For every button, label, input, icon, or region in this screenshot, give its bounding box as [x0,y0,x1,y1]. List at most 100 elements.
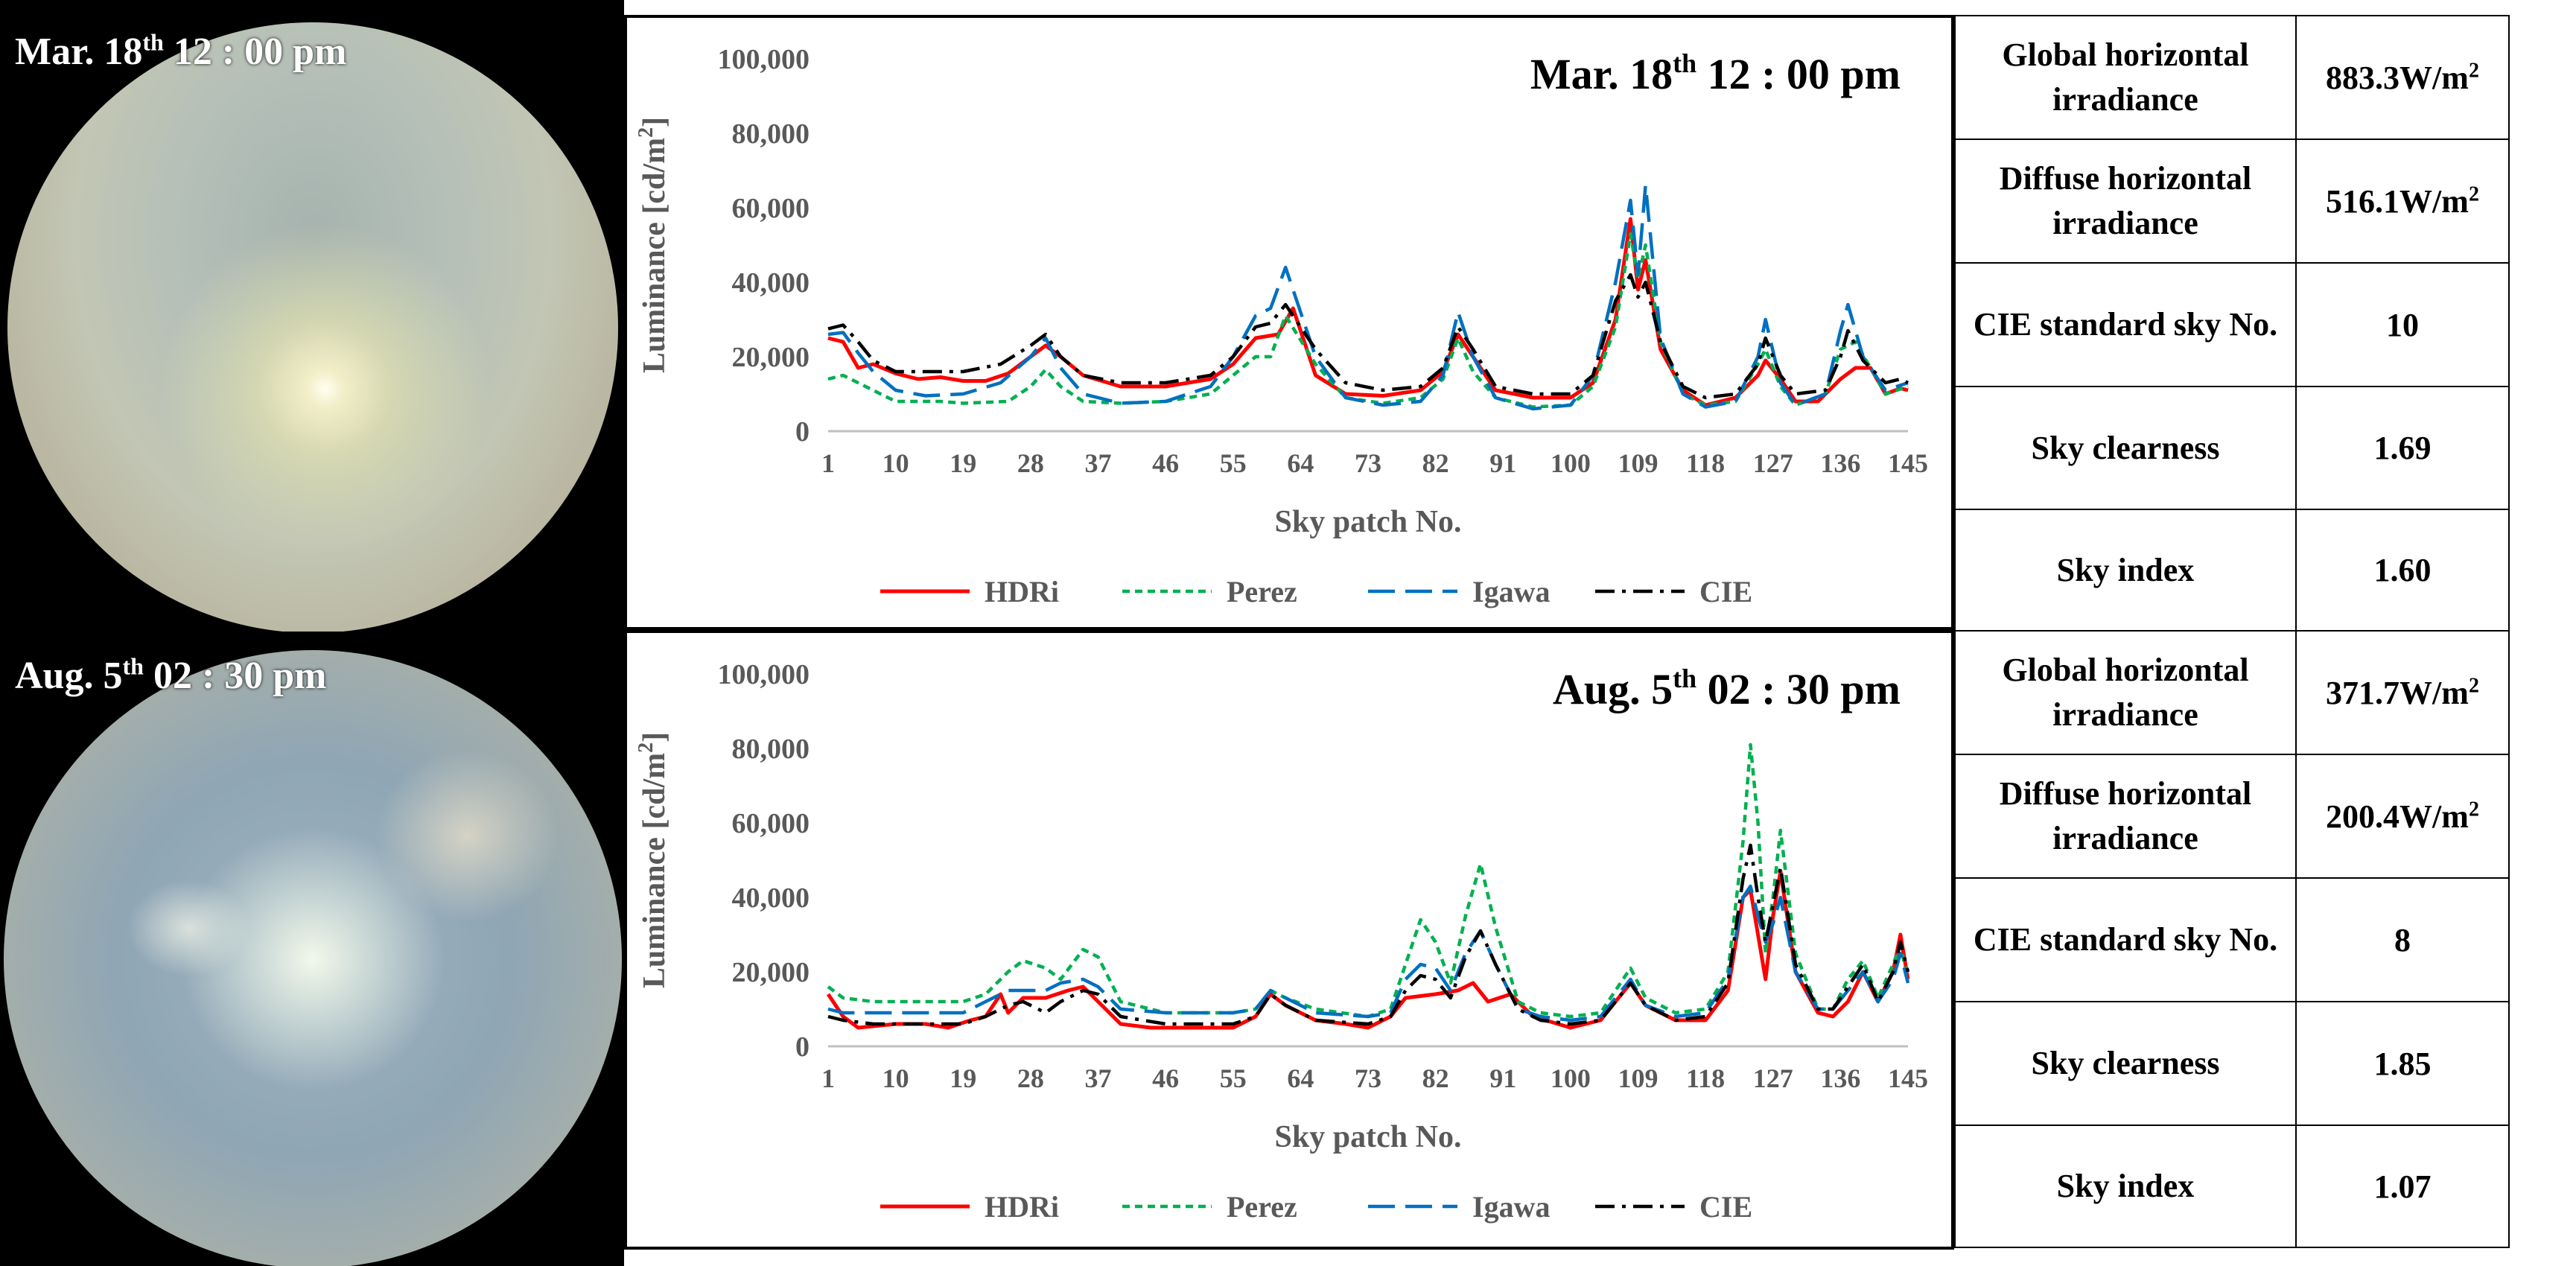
y-tick-label: 0 [795,1031,810,1063]
y-tick-label: 40,000 [732,267,810,299]
x-tick-label: 46 [1152,1063,1179,1093]
series-line-cie [827,273,1909,400]
series-line-igawa [827,884,1910,1022]
x-tick-label: 19 [950,448,976,478]
x-tick-label: 19 [950,1063,976,1093]
table-value: 8 [2295,877,2510,1002]
legend-label-perez: Perez [1227,575,1297,608]
sky-conditions-table-march: Global horizontal irradiance 883.3W/m2 Di… [1954,15,2510,632]
table-row: Global horizontal irradiance 883.3W/m2 [1954,15,2510,140]
sky-photo-panel-march: Mar. 18th 12 : 00 pm [0,0,624,632]
chart-title-end: 12 : 00 pm [1696,50,1901,98]
x-tick-label: 100 [1551,1063,1591,1093]
chart-title-sup: th [1673,48,1696,78]
y-tick-label: 60,000 [732,193,810,224]
table-label: Global horizontal irradiance [1954,15,2297,140]
table-label: CIE standard sky No. [1954,877,2297,1002]
chart-title-text: Aug. 5 [1553,665,1673,713]
table-value: 371.7W/m2 [2295,630,2510,755]
legend-label-cie: CIE [1699,1190,1752,1224]
table-label: Diffuse horizontal irradiance [1954,139,2297,264]
table-label: Sky clearness [1954,1001,2297,1126]
photo-label-august: Aug. 5th 02 : 30 pm [15,652,327,697]
x-tick-label: 91 [1489,448,1516,478]
table-row: Sky index 1.07 [1954,1125,2510,1248]
x-tick-label: 10 [882,448,909,478]
x-tick-label: 145 [1888,1063,1928,1093]
x-tick-label: 73 [1355,448,1381,478]
table-row: Sky clearness 1.69 [1954,386,2510,510]
y-axis-label-text: Luminance [cd/m [637,138,672,373]
table-label: Sky index [1954,509,2297,632]
y-axis-label: Luminance [cd/m2] [635,732,672,988]
table-label: CIE standard sky No. [1954,262,2297,387]
x-tick-label: 55 [1220,1063,1247,1093]
chart-svg-august: 0 20,000 40,000 60,000 80,000 100,000 1 10 19 28 3… [635,659,1928,1224]
series-line-igawa [827,183,1909,411]
table-value: 1.07 [2295,1125,2510,1248]
chart-title: Mar. 18th 12 : 00 pm [1530,48,1901,98]
luminance-chart-august: 0 20,000 40,000 60,000 80,000 100,000 1 10 19 28 3… [624,630,1954,1250]
table-value: 516.1W/m2 [2295,139,2510,264]
table-label: Sky index [1954,1125,2297,1248]
legend-label-igawa: Igawa [1472,575,1550,608]
table-row: Global horizontal irradiance 371.7W/m2 [1954,630,2510,755]
y-tick-label: 80,000 [732,118,810,150]
x-tick-label: 64 [1287,448,1314,478]
x-tick-label: 109 [1618,448,1659,478]
legend-label-hdri: HDRi [985,1190,1059,1224]
table-value: 200.4W/m2 [2295,754,2510,879]
table-row: CIE standard sky No. 10 [1954,262,2510,387]
table-label: Global horizontal irradiance [1954,630,2297,755]
y-tick-label: 0 [795,416,810,448]
photo-label-march: Mar. 18th 12 : 00 pm [15,28,347,73]
table-value: 1.60 [2295,509,2510,632]
y-tick-label: 100,000 [718,44,810,75]
x-tick-label: 127 [1753,1063,1793,1093]
sky-conditions-table-august: Global horizontal irradiance 371.7W/m2 Di… [1954,630,2510,1248]
y-axis-label-end: ] [637,117,672,127]
x-tick-label: 73 [1355,1063,1381,1093]
x-tick-label: 82 [1422,1063,1449,1093]
series-line-perez [827,232,1909,409]
table-row: Diffuse horizontal irradiance 200.4W/m2 [1954,754,2510,879]
x-tick-label: 109 [1618,1063,1659,1093]
fisheye-sky-image-march [7,22,618,632]
y-tick-label: 60,000 [732,808,810,839]
y-tick-label: 20,000 [732,957,810,988]
x-tick-label: 118 [1686,448,1725,478]
table-label: Sky clearness [1954,386,2297,510]
fisheye-sky-image-august [4,650,622,1266]
y-axis-label-text: Luminance [cd/m [637,753,672,988]
x-tick-label: 136 [1820,1063,1860,1093]
x-axis-label: Sky patch No. [1275,505,1462,539]
luminance-chart-march: 0 20,000 40,000 60,000 80,000 100,000 1 10 19 28 3… [624,15,1954,630]
legend-label-hdri: HDRi [985,575,1059,608]
y-tick-label: 80,000 [732,734,810,765]
legend-label-cie: CIE [1699,575,1752,608]
table-row: CIE standard sky No. 8 [1954,877,2510,1002]
y-axis-label-sup: 2 [635,127,658,138]
legend-label-igawa: Igawa [1472,1190,1550,1224]
table-row: Sky clearness 1.85 [1954,1001,2510,1126]
chart-title-end: 02 : 30 pm [1696,665,1901,713]
table-value: 10 [2295,262,2510,387]
series-line-cie [827,843,1910,1026]
x-tick-label: 46 [1152,448,1179,478]
chart-svg-march: 0 20,000 40,000 60,000 80,000 100,000 1 10 19 28 3… [635,44,1928,608]
x-tick-label: 82 [1422,448,1449,478]
y-axis-label: Luminance [cd/m2] [635,117,672,373]
x-tick-label: 37 [1085,448,1112,478]
table-label: Diffuse horizontal irradiance [1954,754,2297,879]
x-tick-label: 37 [1085,1063,1112,1093]
table-row: Diffuse horizontal irradiance 516.1W/m2 [1954,139,2510,264]
y-axis-label-end: ] [637,732,672,742]
table-value: 883.3W/m2 [2295,15,2510,140]
x-axis-label: Sky patch No. [1275,1120,1462,1154]
y-tick-label: 100,000 [718,659,810,690]
legend-label-perez: Perez [1227,1190,1297,1224]
chart-title: Aug. 5th 02 : 30 pm [1553,664,1901,713]
x-tick-label: 28 [1017,1063,1044,1093]
table-row: Sky index 1.60 [1954,509,2510,632]
table-value: 1.85 [2295,1001,2510,1126]
